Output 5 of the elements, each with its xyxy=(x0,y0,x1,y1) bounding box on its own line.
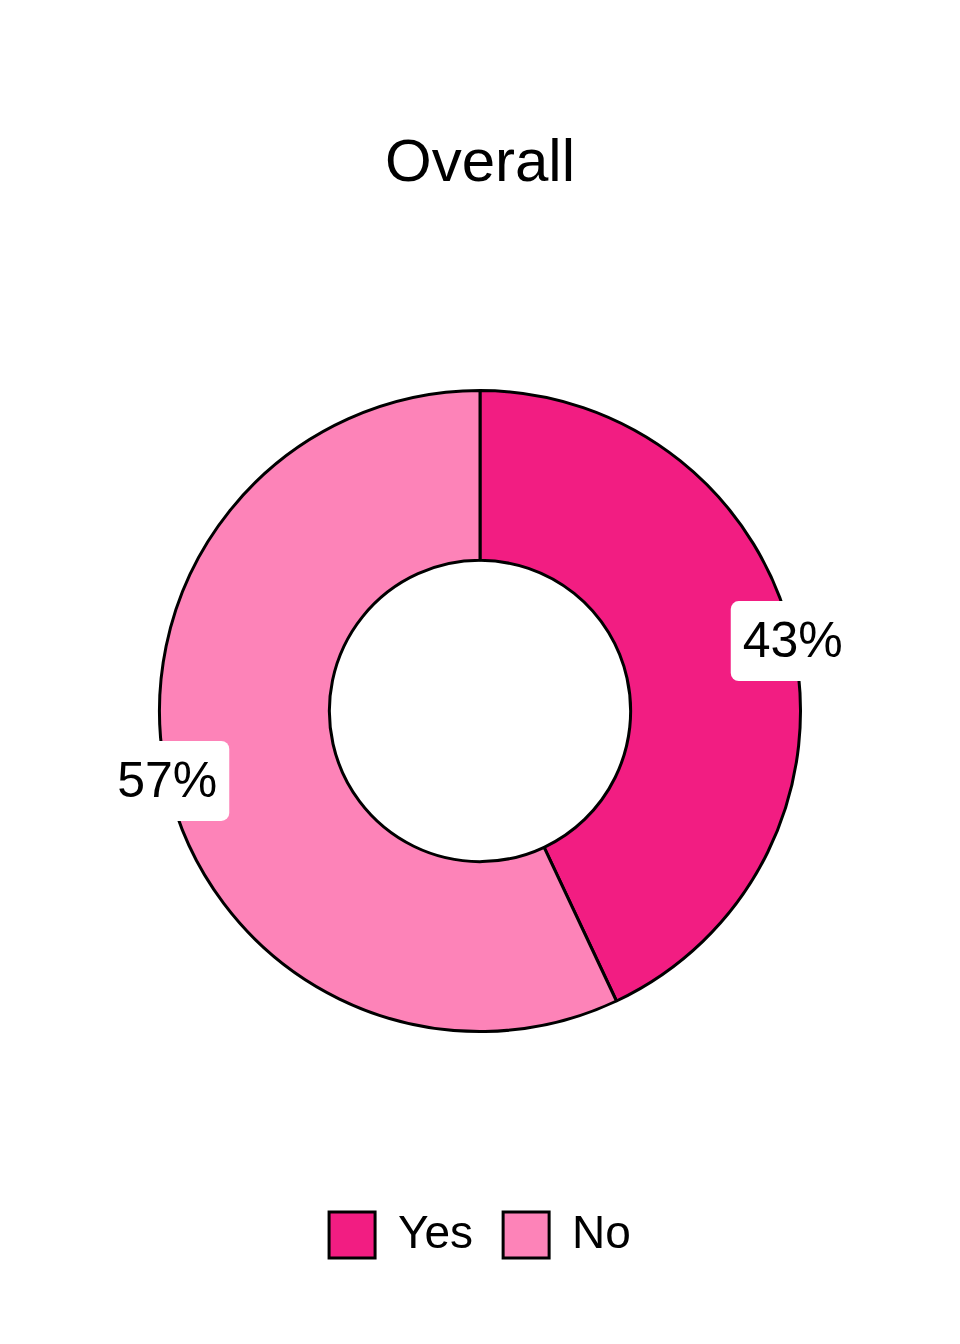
legend-label: No xyxy=(572,1205,631,1258)
legend-label: Yes xyxy=(398,1205,474,1258)
chart-title: Overall xyxy=(384,126,576,194)
data-label: 43% xyxy=(742,611,843,668)
data-label: 57% xyxy=(117,751,218,808)
